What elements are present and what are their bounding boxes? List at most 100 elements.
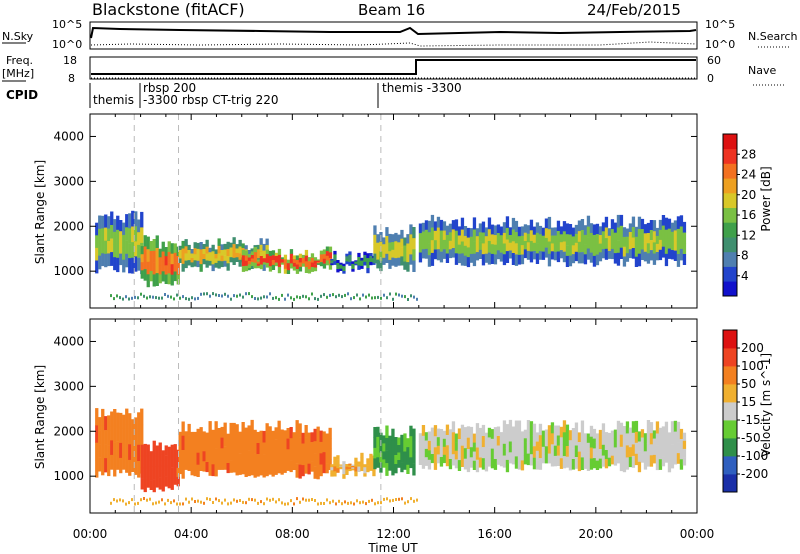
echo-cell [643, 451, 648, 461]
echo-cell [433, 447, 438, 459]
echo-cell [310, 262, 315, 268]
echo-cell [385, 438, 389, 451]
echo-cell [217, 245, 221, 254]
echo-cell [101, 425, 105, 443]
echo-cell [143, 479, 147, 493]
echo-cell [229, 242, 233, 248]
echo-cell [511, 253, 516, 265]
echo-cell [116, 426, 120, 442]
echo-cell [445, 253, 450, 263]
echo-cell [301, 443, 305, 455]
echo-cell [161, 261, 165, 272]
echo-cell [553, 235, 558, 244]
echo-cell [379, 432, 383, 443]
echo-cell [562, 221, 567, 232]
near-range-cell [410, 294, 412, 298]
echo-cell [235, 244, 239, 249]
echo-cell [262, 454, 266, 466]
echo-cell [514, 220, 519, 233]
echo-cell [460, 217, 465, 230]
echo-cell [167, 446, 171, 458]
near-range-cell [335, 295, 337, 299]
echo-cell [658, 448, 663, 460]
echo-cell [628, 223, 633, 233]
echo-cell [229, 252, 233, 258]
echo-cell [595, 442, 600, 452]
echo-cell [583, 433, 588, 443]
echo-cell [226, 241, 230, 250]
colorbar-tick-label: 100 [741, 359, 764, 373]
near-range-cell [167, 498, 169, 502]
echo-cell [196, 440, 200, 454]
echo-cell [439, 447, 444, 458]
echo-cell [646, 253, 651, 264]
echo-cell [475, 435, 480, 448]
echo-cell [131, 257, 135, 274]
echo-cell [274, 259, 279, 263]
near-range-cell [227, 502, 229, 506]
echo-cell [496, 426, 501, 437]
echo-cell [217, 459, 221, 470]
echo-cell [394, 446, 398, 456]
near-range-cell [383, 497, 385, 501]
echo-cell [376, 436, 380, 448]
echo-cell [391, 440, 395, 453]
echo-cell [505, 251, 510, 263]
near-range-cell [416, 297, 418, 301]
echo-cell [253, 252, 258, 258]
echo-cell [333, 471, 337, 477]
echo-cell [532, 457, 537, 470]
echo-cell [535, 243, 540, 254]
echo-cell [448, 249, 453, 259]
echo-cell [277, 420, 281, 435]
echo-cell [199, 459, 203, 471]
echo-cell [652, 231, 657, 243]
velocity-echoes [95, 408, 687, 506]
echo-cell [526, 420, 531, 432]
echo-cell [478, 249, 483, 259]
echo-cell [535, 432, 540, 442]
echo-cell [310, 451, 314, 462]
echo-cell [511, 454, 516, 465]
near-range-cell [140, 292, 142, 296]
echo-cell [348, 258, 352, 263]
echo-cell [196, 254, 200, 262]
echo-cell [95, 442, 99, 461]
echo-cell [523, 455, 528, 465]
echo-cell [637, 461, 642, 473]
echo-cell [95, 222, 99, 236]
echo-cell [313, 453, 317, 467]
echo-cell [202, 249, 206, 255]
echo-region [330, 452, 376, 479]
echo-cell [113, 244, 117, 258]
echo-cell [373, 225, 377, 236]
echo-cell [400, 229, 404, 239]
echo-cell [244, 260, 249, 267]
echo-cell [277, 260, 282, 268]
echo-cell [619, 446, 624, 460]
echo-cell [140, 455, 144, 468]
near-range-cell [401, 294, 403, 298]
near-range-cell [338, 499, 340, 503]
echo-cell [137, 257, 141, 271]
echo-cell [478, 447, 483, 458]
echo-cell [119, 427, 123, 444]
echo-cell [511, 435, 516, 446]
colorbar-swatch [723, 438, 737, 457]
echo-cell [520, 460, 525, 471]
nsky-right-tick-top: 10^5 [705, 18, 735, 31]
echo-cell [116, 412, 120, 428]
echo-cell [577, 231, 582, 243]
echo-cell [283, 462, 287, 473]
echo-cell [369, 256, 373, 260]
echo-cell [619, 225, 624, 238]
echo-cell [342, 465, 346, 471]
echo-cell [571, 245, 576, 255]
echo-cell [499, 432, 504, 441]
echo-cell [328, 246, 333, 253]
echo-cell [342, 469, 346, 475]
echo-cell [517, 254, 522, 265]
echo-cell [517, 432, 522, 446]
echo-cell [256, 431, 260, 444]
echo-cell [625, 245, 630, 254]
